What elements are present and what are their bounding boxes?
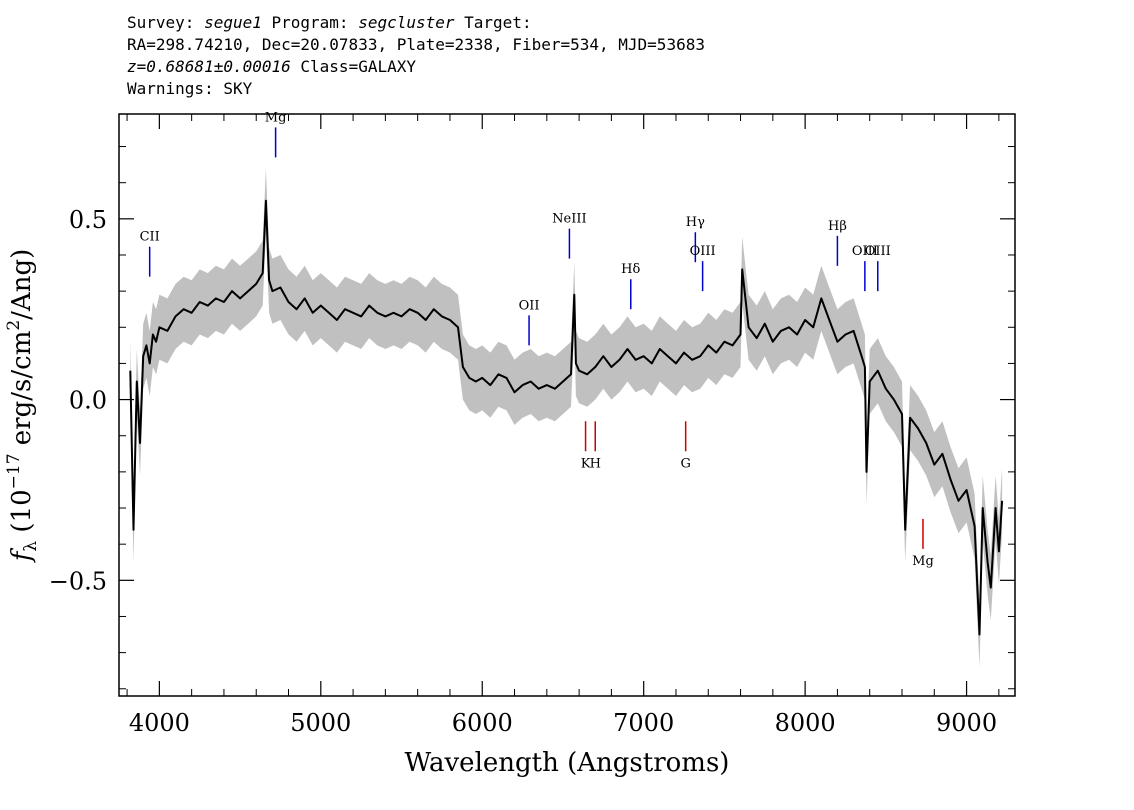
redshift-value: z=0.68681±0.00016 — [127, 57, 291, 76]
absorption-line-label: Mg — [912, 554, 934, 569]
y-tick-label: −0.5 — [49, 567, 107, 595]
y-tick-label: 0.5 — [69, 206, 107, 234]
axis-ticks: 4000 5000 6000 7000 8000 9000 −0.5 0.0 0.5 — [49, 114, 1015, 737]
y-axis-units-rest: erg/s/cm — [7, 331, 37, 454]
y-axis-units: (10 — [7, 489, 37, 541]
emission-line-label: OII — [519, 298, 540, 313]
spectrum-header: Survey: segue1 Program: segcluster Targe… — [127, 12, 705, 100]
survey-name: segue1 — [204, 13, 262, 32]
x-tick-label: 9000 — [936, 709, 997, 737]
absorption-line-label: H — [590, 456, 601, 471]
class-value: Class=GALAXY — [290, 57, 416, 76]
emission-line-label: Mg — [265, 110, 287, 125]
absorption-line-label: K — [581, 456, 591, 471]
emission-line-label: OIII — [865, 244, 891, 259]
header-line-1: Survey: segue1 Program: segcluster Targe… — [127, 13, 532, 32]
y-axis-area-exp: 2 — [4, 320, 24, 331]
y-tick-label: 0.0 — [69, 387, 107, 415]
y-axis-units-end: /Ang) — [7, 249, 37, 320]
x-tick-label: 6000 — [452, 709, 513, 737]
x-tick-label: 8000 — [775, 709, 836, 737]
error-band — [130, 168, 1003, 668]
header-line-2: RA=298.74210, Dec=20.07833, Plate=2338, … — [127, 35, 705, 54]
flux-series-line — [129, 199, 1004, 636]
x-tick-label: 7000 — [613, 709, 674, 737]
y-axis-subscript: λ — [21, 541, 41, 552]
absorption-line-label: G — [680, 456, 690, 471]
x-axis-title: Wavelength (Angstroms) — [405, 748, 730, 778]
header-line-4: Warnings: SKY — [127, 79, 253, 98]
emission-line-label: Hβ — [828, 219, 847, 234]
y-axis-exponent: −17 — [4, 453, 24, 489]
emission-line-label: NeIII — [552, 212, 586, 227]
plot-frame — [118, 113, 1016, 697]
emission-line-label: OIII — [690, 244, 716, 259]
program-name: segcluster — [358, 13, 455, 32]
emission-line-label: OIII — [852, 244, 878, 259]
x-tick-label: 5000 — [290, 709, 351, 737]
error-band-layer — [130, 168, 1003, 668]
y-axis-title: fλ (10−17 erg/s/cm2/Ang) — [4, 249, 41, 564]
x-tick-label: 4000 — [129, 709, 190, 737]
header-line-3: z=0.68681±0.00016 Class=GALAXY — [127, 56, 705, 78]
flux-line-layer — [129, 199, 1004, 636]
emission-line-label: Hγ — [686, 215, 705, 230]
emission-line-label: CII — [140, 230, 160, 245]
emission-line-label: Hδ — [621, 262, 640, 277]
